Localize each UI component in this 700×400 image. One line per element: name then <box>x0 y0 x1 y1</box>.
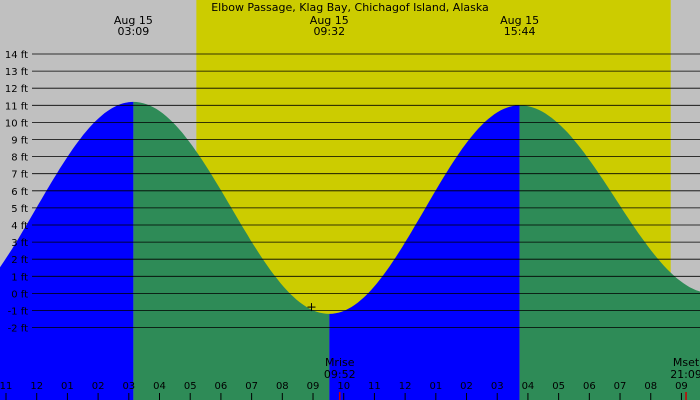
x-tick-label: 11 <box>0 381 12 392</box>
y-tick-label: 0 ft <box>11 289 28 300</box>
y-tick-label: 13 ft <box>5 67 28 78</box>
x-tick-label: 08 <box>644 381 657 392</box>
x-tick-label: 01 <box>61 381 74 392</box>
y-tick-label: 4 ft <box>11 221 28 232</box>
x-tick-label: 06 <box>215 381 228 392</box>
y-tick-label: 1 ft <box>11 272 28 283</box>
x-tick-label: 07 <box>245 381 258 392</box>
falling-tide-area <box>133 101 330 400</box>
y-tick-label: 14 ft <box>5 50 28 61</box>
y-tick-label: 2 ft <box>11 255 28 266</box>
y-tick-label: 10 ft <box>5 118 28 129</box>
extreme-time-label: 03:09 <box>118 25 150 38</box>
y-tick-label: 11 ft <box>5 101 28 112</box>
y-tick-label: 12 ft <box>5 84 28 95</box>
rising-tide-area <box>329 105 520 400</box>
y-tick-label: 5 ft <box>11 204 28 215</box>
y-tick-label: 6 ft <box>11 187 28 198</box>
y-tick-label: 8 ft <box>11 153 28 164</box>
x-tick-label: 08 <box>276 381 289 392</box>
x-tick-label: 02 <box>92 381 105 392</box>
chart-title: Elbow Passage, Klag Bay, Chichagof Islan… <box>211 1 489 14</box>
extreme-date-label: Aug 15 <box>114 14 153 27</box>
extreme-time-label: 15:44 <box>504 25 536 38</box>
x-tick-label: 03 <box>491 381 504 392</box>
x-tick-label: 04 <box>522 381 535 392</box>
x-tick-label: 05 <box>552 381 565 392</box>
y-tick-label: -2 ft <box>8 324 28 335</box>
falling-tide-area <box>519 105 700 400</box>
extreme-time-label: 09:32 <box>313 25 345 38</box>
y-tick-label: -1 ft <box>8 307 28 318</box>
x-tick-label: 01 <box>429 381 442 392</box>
x-tick-label: 09 <box>307 381 320 392</box>
y-tick-label: 9 ft <box>11 136 28 147</box>
x-tick-label: 12 <box>399 381 412 392</box>
moon-event-time: 09:52 <box>324 368 356 381</box>
x-tick-label: 11 <box>368 381 381 392</box>
x-tick-label: 06 <box>583 381 596 392</box>
x-tick-label: 12 <box>30 381 43 392</box>
x-tick-label: 07 <box>614 381 627 392</box>
moon-event-time: 21:09 <box>670 368 700 381</box>
rising-tide-area <box>0 101 134 400</box>
x-tick-label: 04 <box>153 381 166 392</box>
x-tick-label: 09 <box>675 381 688 392</box>
moon-event-label: Mset <box>673 356 700 369</box>
y-tick-label: 7 ft <box>11 170 28 181</box>
x-tick-label: 10 <box>337 381 350 392</box>
y-tick-label: 3 ft <box>11 238 28 249</box>
x-tick-label: 02 <box>460 381 473 392</box>
x-tick-label: 03 <box>122 381 135 392</box>
extreme-date-label: Aug 15 <box>500 14 539 27</box>
moon-event-label: Mrise <box>325 356 355 369</box>
x-tick-label: 05 <box>184 381 197 392</box>
extreme-date-label: Aug 15 <box>310 14 349 27</box>
